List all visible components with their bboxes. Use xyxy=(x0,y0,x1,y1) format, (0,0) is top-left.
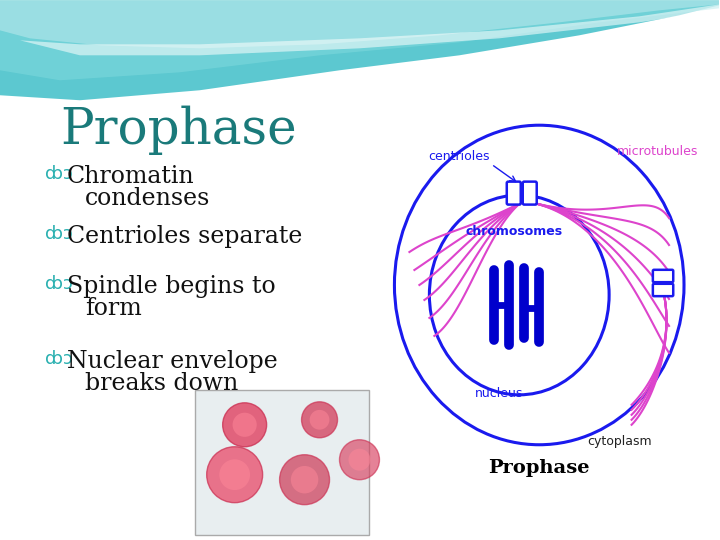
Text: Prophase: Prophase xyxy=(60,105,297,154)
Polygon shape xyxy=(0,1,719,100)
Text: Prophase: Prophase xyxy=(488,458,590,477)
Text: microtubules: microtubules xyxy=(617,145,698,158)
FancyBboxPatch shape xyxy=(653,270,673,282)
Ellipse shape xyxy=(395,125,684,445)
Circle shape xyxy=(279,455,330,505)
Text: ȸɔ: ȸɔ xyxy=(45,350,73,368)
Text: form: form xyxy=(85,297,142,320)
Text: Chromatin: Chromatin xyxy=(67,165,194,188)
Polygon shape xyxy=(20,4,719,55)
Text: ȸɔ: ȸɔ xyxy=(45,225,73,243)
Circle shape xyxy=(207,447,263,503)
Ellipse shape xyxy=(429,195,609,395)
Text: chromosomes: chromosomes xyxy=(466,225,563,238)
Circle shape xyxy=(348,449,371,471)
Text: ȸɔ: ȸɔ xyxy=(45,275,73,293)
FancyBboxPatch shape xyxy=(653,284,673,296)
Circle shape xyxy=(302,402,338,438)
Text: ȸɔ: ȸɔ xyxy=(45,165,73,183)
Polygon shape xyxy=(0,1,719,48)
Circle shape xyxy=(222,403,266,447)
Circle shape xyxy=(310,410,330,430)
Text: nucleus: nucleus xyxy=(475,387,523,400)
Text: Centrioles separate: Centrioles separate xyxy=(67,225,302,248)
Text: cytoplasm: cytoplasm xyxy=(587,435,652,448)
Text: condenses: condenses xyxy=(85,187,210,210)
Circle shape xyxy=(233,413,257,437)
Text: Spindle begins to: Spindle begins to xyxy=(67,275,276,298)
Circle shape xyxy=(220,460,250,490)
FancyBboxPatch shape xyxy=(507,181,521,205)
Circle shape xyxy=(340,440,379,480)
Text: Nuclear envelope: Nuclear envelope xyxy=(67,350,278,373)
FancyBboxPatch shape xyxy=(194,390,369,535)
FancyBboxPatch shape xyxy=(523,181,536,205)
Circle shape xyxy=(291,466,318,494)
Text: breaks down: breaks down xyxy=(85,372,238,395)
Polygon shape xyxy=(0,1,719,80)
Text: centrioles: centrioles xyxy=(428,150,490,163)
